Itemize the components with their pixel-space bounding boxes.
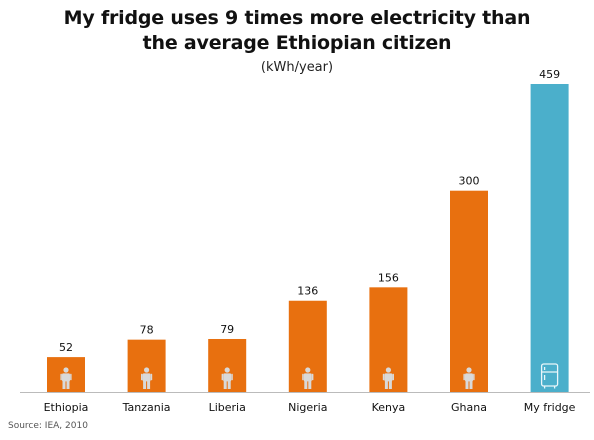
- x-tick-label: My fridge: [524, 401, 576, 414]
- bar: [208, 338, 247, 392]
- bar-group-nigeria: 136 Nigeria: [288, 285, 327, 414]
- source-note: Source: IEA, 2010: [8, 421, 88, 431]
- data-label: 156: [378, 271, 399, 284]
- data-label: 136: [297, 285, 318, 298]
- bar: [127, 339, 166, 392]
- data-label: 78: [140, 324, 154, 337]
- person-icon: [463, 367, 475, 389]
- data-label: 459: [539, 68, 560, 81]
- bar-group-ethiopia: 52 Ethiopia: [44, 341, 89, 414]
- x-tick-label: Liberia: [209, 401, 246, 414]
- person-icon: [302, 367, 314, 389]
- data-label: 52: [59, 341, 73, 354]
- chart-title-line-1: My fridge uses 9 times more electricity …: [63, 7, 531, 29]
- bar-group-my-fridge: 459 My fridge: [524, 68, 576, 414]
- chart-title-line-2: the average Ethiopian citizen: [142, 32, 452, 54]
- chart-subtitle: (kWh/year): [260, 60, 334, 75]
- person-icon: [60, 367, 72, 389]
- bar-group-kenya: 156 Kenya: [369, 271, 408, 414]
- bar-group-tanzania: 78 Tanzania: [122, 324, 171, 414]
- data-label: 300: [459, 175, 480, 188]
- bar-group-ghana: 300 Ghana: [450, 175, 488, 414]
- chart-title: My fridge uses 9 times more electricity …: [0, 6, 594, 56]
- person-icon: [382, 367, 394, 389]
- person-icon: [221, 367, 233, 389]
- person-icon: [141, 367, 153, 389]
- bar: [450, 190, 488, 392]
- x-tick-label: Kenya: [372, 401, 406, 414]
- x-tick-label: Ethiopia: [44, 401, 89, 414]
- bar-group-liberia: 79 Liberia: [208, 323, 247, 414]
- x-tick-label: Ghana: [451, 401, 487, 414]
- bar: [530, 84, 569, 392]
- data-label: 79: [220, 323, 234, 336]
- x-tick-label: Tanzania: [122, 401, 171, 414]
- fridge-icon: [540, 363, 559, 389]
- x-tick-label: Nigeria: [288, 401, 327, 414]
